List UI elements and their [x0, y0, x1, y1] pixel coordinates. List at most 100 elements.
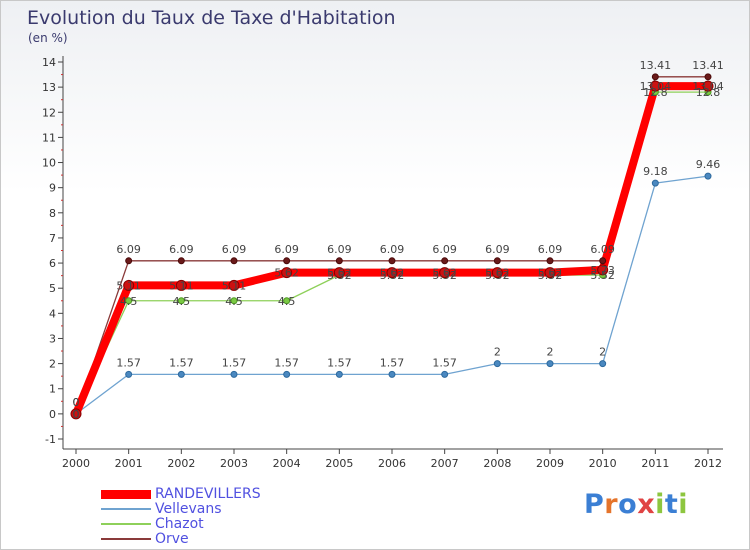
- x-tick-label: 2002: [167, 457, 195, 470]
- chart-title: Evolution du Taux de Taxe d'Habitation: [27, 7, 396, 29]
- x-tick-label: 2006: [378, 457, 406, 470]
- y-tick-label: 2: [49, 358, 56, 371]
- data-label-vellevans: 1.57: [222, 356, 247, 369]
- data-label-randevillers: 5.11: [169, 279, 194, 292]
- data-label-randevillers: 5.62: [432, 267, 457, 280]
- data-point-randevillers: [597, 264, 609, 276]
- data-label-randevillers: 13.04: [640, 80, 672, 93]
- x-tick-label: 2012: [694, 457, 722, 470]
- data-label-randevillers: 5.62: [485, 267, 510, 280]
- data-label-vellevans: 1.57: [432, 356, 457, 369]
- data-label-randevillers: 5.62: [274, 267, 299, 280]
- data-label-randevillers: 5.62: [380, 267, 405, 280]
- y-tick-label: 0: [49, 408, 56, 421]
- legend-label: RANDEVILLERS: [155, 486, 261, 502]
- data-point-orve: [177, 257, 185, 265]
- data-label-vellevans: 9.18: [643, 165, 668, 178]
- data-point-randevillers: [228, 279, 240, 291]
- x-tick-label: 2009: [536, 457, 564, 470]
- data-point-vellevans: [283, 370, 291, 378]
- legend-item-orve: Orve: [101, 532, 189, 546]
- logo-letter: r: [604, 489, 619, 520]
- logo-letter: x: [637, 489, 656, 520]
- legend-swatch: [101, 523, 151, 525]
- data-label-randevillers: 5.11: [116, 279, 141, 292]
- data-point-randevillers: [649, 80, 661, 92]
- data-label-orve: 6.09: [432, 243, 457, 256]
- data-label-vellevans: 0: [73, 396, 80, 409]
- y-tick-label: 12: [42, 106, 56, 119]
- logo-letter: i: [655, 489, 665, 520]
- data-point-randevillers: [70, 408, 82, 420]
- data-point-randevillers: [123, 279, 135, 291]
- data-point-vellevans: [177, 370, 185, 378]
- series-line-vellevans: [75, 175, 709, 415]
- y-tick-label: 6: [49, 257, 56, 270]
- logo-letter: o: [618, 489, 638, 520]
- x-tick-label: 2000: [62, 457, 90, 470]
- legend-item-vellevans: Vellevans: [101, 502, 222, 516]
- data-point-vellevans: [388, 370, 396, 378]
- data-point-vellevans: [599, 360, 607, 368]
- data-point-orve: [651, 73, 659, 81]
- data-label-randevillers: 5.62: [538, 267, 563, 280]
- data-label-chazot: 0: [73, 408, 80, 421]
- data-point-randevillers: [491, 267, 503, 279]
- chart-y-unit: (en %): [28, 31, 68, 45]
- data-label-orve: 6.09: [590, 243, 615, 256]
- data-point-randevillers: [386, 267, 398, 279]
- data-point-orve: [704, 73, 712, 81]
- data-point-randevillers: [175, 279, 187, 291]
- data-point-chazot: [283, 297, 291, 305]
- data-point-vellevans: [441, 370, 449, 378]
- data-point-orve: [599, 257, 607, 265]
- data-label-randevillers: 5.73: [590, 264, 615, 277]
- y-tick-label: 11: [42, 131, 56, 144]
- data-point-vellevans: [493, 360, 501, 368]
- data-label-chazot: 4.5: [225, 295, 243, 308]
- data-point-orve: [125, 257, 133, 265]
- data-label-vellevans: 1.57: [327, 356, 352, 369]
- data-label-chazot: 5.52: [380, 269, 405, 282]
- x-tick-label: 2010: [589, 457, 617, 470]
- data-label-randevillers: 5.62: [327, 267, 352, 280]
- data-label-chazot: 4.5: [173, 295, 191, 308]
- x-tick-label: 2003: [220, 457, 248, 470]
- data-point-randevillers: [702, 80, 714, 92]
- data-label-orve: 6.09: [485, 243, 510, 256]
- data-label-chazot: 5.52: [432, 269, 457, 282]
- data-label-orve: 6.09: [222, 243, 247, 256]
- x-tick-label: 2001: [115, 457, 143, 470]
- data-label-chazot: 4.5: [120, 295, 138, 308]
- legend-label: Chazot: [155, 516, 204, 532]
- data-point-chazot: [125, 297, 133, 305]
- data-point-randevillers: [281, 267, 293, 279]
- y-tick-label: -1: [45, 433, 56, 446]
- data-point-vellevans: [230, 370, 238, 378]
- data-point-vellevans: [125, 370, 133, 378]
- x-tick-label: 2004: [273, 457, 301, 470]
- data-label-randevillers: 0: [73, 408, 80, 421]
- data-point-chazot: [230, 297, 238, 305]
- data-point-vellevans: [335, 370, 343, 378]
- data-label-vellevans: 2: [547, 346, 554, 359]
- data-label-orve: 0: [73, 396, 80, 409]
- data-point-chazot: [177, 297, 185, 305]
- logo-letter: i: [678, 489, 689, 520]
- legend-swatch: [101, 538, 151, 540]
- data-label-orve: 6.09: [116, 243, 141, 256]
- data-label-orve: 6.09: [169, 243, 194, 256]
- x-tick-label: 2011: [641, 457, 669, 470]
- data-label-vellevans: 1.57: [274, 356, 299, 369]
- proxiti-logo: Proxiti: [584, 489, 688, 520]
- data-point-randevillers: [333, 267, 345, 279]
- data-label-chazot: 5.52: [590, 269, 615, 282]
- y-tick-label: 9: [49, 182, 56, 195]
- data-point-orve: [388, 257, 396, 265]
- legend-label: Orve: [155, 531, 189, 547]
- data-label-vellevans: 9.46: [696, 158, 721, 171]
- data-label-chazot: 5.52: [485, 269, 510, 282]
- data-point-vellevans: [546, 360, 554, 368]
- data-label-orve: 6.09: [380, 243, 405, 256]
